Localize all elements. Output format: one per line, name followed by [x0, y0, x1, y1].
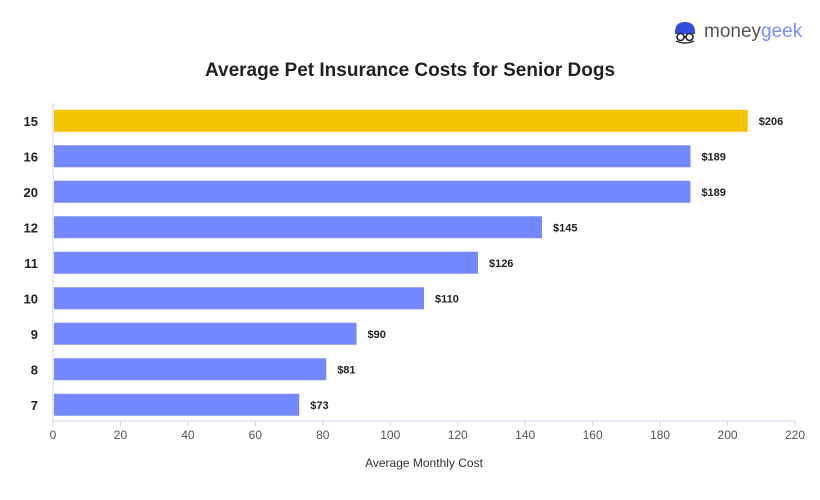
data-label: $189 — [701, 187, 725, 199]
y-tick-label: 12 — [24, 220, 38, 235]
x-tick-label: 120 — [448, 428, 468, 442]
x-axis-title: Average Monthly Cost — [365, 456, 484, 470]
data-label: $145 — [553, 222, 577, 234]
data-label: $73 — [310, 400, 328, 412]
y-tick-label: 11 — [24, 256, 38, 271]
bar — [54, 287, 424, 310]
y-tick-label: 7 — [31, 398, 38, 413]
x-tick-label: 160 — [583, 428, 603, 442]
bar — [54, 322, 357, 345]
data-label: $126 — [489, 258, 513, 270]
bar — [54, 109, 748, 132]
brand-logo: moneygeek — [672, 20, 802, 44]
x-tick-label: 200 — [718, 428, 738, 442]
data-label: $206 — [759, 116, 783, 128]
y-tick-label: 10 — [24, 291, 38, 306]
bar — [54, 145, 691, 168]
data-label: $110 — [435, 293, 459, 305]
x-tick-label: 20 — [114, 428, 128, 442]
x-tick-label: 40 — [181, 428, 195, 442]
x-tick-label: 60 — [249, 428, 263, 442]
y-tick-label: 20 — [24, 185, 38, 200]
data-label: $81 — [337, 364, 355, 376]
data-label: $90 — [368, 329, 386, 341]
y-tick-label: 16 — [24, 149, 38, 164]
x-tick-label: 100 — [380, 428, 400, 442]
chart-title: Average Pet Insurance Costs for Senior D… — [204, 60, 616, 81]
bar — [54, 180, 691, 203]
x-tick-label: 140 — [515, 428, 535, 442]
x-tick-label: 0 — [50, 428, 57, 442]
data-label: $189 — [701, 151, 725, 163]
y-tick-label: 9 — [31, 327, 38, 342]
brand-name-part1: money — [704, 21, 762, 42]
bar — [54, 216, 543, 239]
y-tick-label: 8 — [31, 362, 38, 377]
geek-face-logo-icon — [675, 22, 695, 44]
bar — [54, 251, 478, 274]
bar — [54, 393, 300, 416]
x-tick-label: 220 — [785, 428, 805, 442]
bar — [54, 358, 327, 381]
brand-name-part2: geek — [761, 21, 803, 42]
y-tick-label: 15 — [24, 114, 38, 129]
x-tick-label: 80 — [316, 428, 330, 442]
x-tick-label: 180 — [650, 428, 670, 442]
